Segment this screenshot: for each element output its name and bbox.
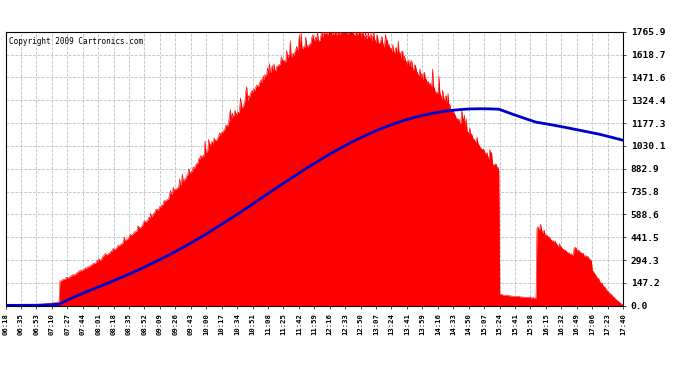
- Text: Copyright 2009 Cartronics.com: Copyright 2009 Cartronics.com: [8, 38, 143, 46]
- Text: West Array Actual Power (red) & Running Average Power (blue) (Watts) Fri Mar 6 1: West Array Actual Power (red) & Running …: [3, 10, 549, 21]
